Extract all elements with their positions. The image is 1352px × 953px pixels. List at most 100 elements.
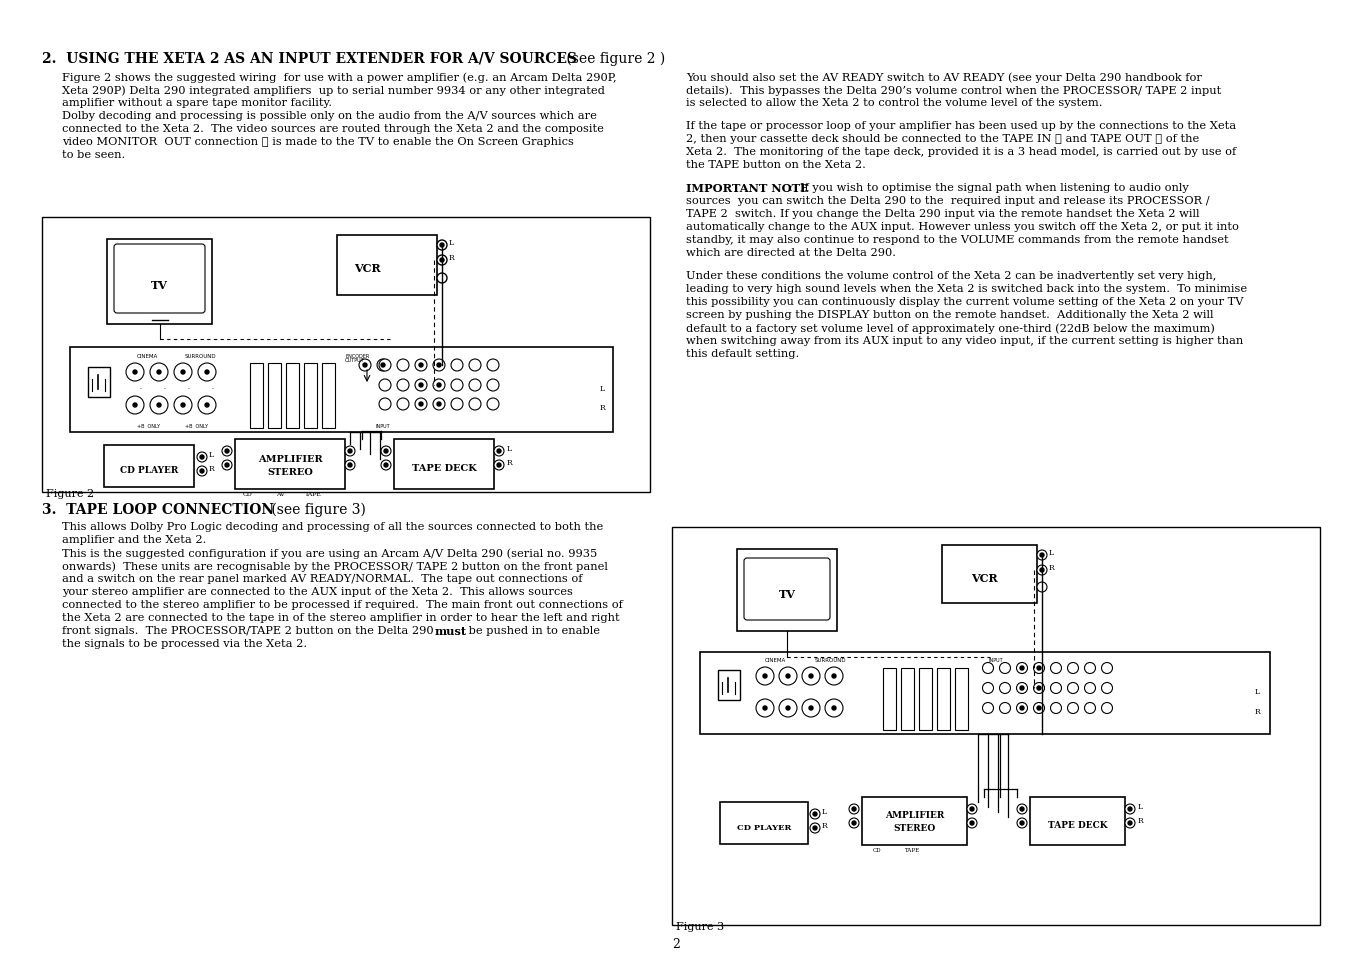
Text: TAPE: TAPE <box>904 847 919 852</box>
Bar <box>287 364 299 429</box>
Circle shape <box>384 450 388 454</box>
Circle shape <box>498 463 502 468</box>
Circle shape <box>999 682 1010 694</box>
Circle shape <box>849 818 859 828</box>
Circle shape <box>397 359 410 372</box>
Text: This is the suggested configuration if you are using an Arcam A/V Delta 290 (ser: This is the suggested configuration if y… <box>62 547 598 558</box>
Circle shape <box>150 396 168 415</box>
Bar <box>937 668 950 730</box>
Circle shape <box>1051 702 1061 714</box>
Circle shape <box>1033 682 1045 694</box>
Circle shape <box>200 470 204 474</box>
Circle shape <box>786 675 790 679</box>
Circle shape <box>1017 818 1028 828</box>
Text: details).  This bypasses the Delta 290’s volume control when the PROCESSOR/ TAPE: details). This bypasses the Delta 290’s … <box>685 85 1221 95</box>
Text: must: must <box>435 625 468 637</box>
Circle shape <box>415 379 427 392</box>
Text: automatically change to the AUX input. However unless you switch off the Xeta 2,: automatically change to the AUX input. H… <box>685 222 1238 232</box>
Circle shape <box>967 804 977 814</box>
Circle shape <box>1084 702 1095 714</box>
Circle shape <box>437 402 441 407</box>
Circle shape <box>437 384 441 388</box>
Circle shape <box>1037 565 1046 576</box>
Text: CINEMA: CINEMA <box>137 354 158 358</box>
Text: connected to the stereo amplifier to be processed if required.  The main front o: connected to the stereo amplifier to be … <box>62 599 623 609</box>
Circle shape <box>362 364 366 368</box>
Bar <box>250 364 264 429</box>
Circle shape <box>493 447 504 456</box>
Bar <box>235 439 345 490</box>
Circle shape <box>437 255 448 266</box>
Circle shape <box>1068 662 1079 674</box>
Circle shape <box>852 807 856 811</box>
Circle shape <box>206 403 210 408</box>
Circle shape <box>433 379 445 392</box>
Bar <box>942 545 1037 603</box>
Circle shape <box>381 364 385 368</box>
Text: the Xeta 2 are connected to the tape in of the stereo amplifier in order to hear: the Xeta 2 are connected to the tape in … <box>62 613 619 622</box>
Text: L: L <box>210 451 214 458</box>
Text: L: L <box>507 444 512 453</box>
Text: R: R <box>210 464 215 473</box>
Circle shape <box>756 667 773 685</box>
Circle shape <box>967 818 977 828</box>
Circle shape <box>763 706 767 710</box>
Circle shape <box>1019 821 1023 825</box>
Bar <box>42 218 650 493</box>
Text: TAPE: TAPE <box>304 492 322 497</box>
Circle shape <box>437 364 441 368</box>
Circle shape <box>157 403 161 408</box>
Circle shape <box>1102 662 1113 674</box>
Circle shape <box>849 804 859 814</box>
Circle shape <box>174 396 192 415</box>
Text: TAPE 2  switch. If you change the Delta 290 input via the remote handset the Xet: TAPE 2 switch. If you change the Delta 2… <box>685 209 1199 219</box>
Text: +B  ONLY: +B ONLY <box>185 424 208 429</box>
Text: to be seen.: to be seen. <box>62 150 126 160</box>
Circle shape <box>1084 662 1095 674</box>
Circle shape <box>802 700 821 718</box>
Circle shape <box>763 675 767 679</box>
Text: connected to the Xeta 2.  The video sources are routed through the Xeta 2 and th: connected to the Xeta 2. The video sourc… <box>62 124 604 133</box>
Text: STEREO: STEREO <box>268 468 312 477</box>
Circle shape <box>1017 662 1028 674</box>
Circle shape <box>150 364 168 381</box>
Text: This allows Dolby Pro Logic decoding and processing of all the sources connected: This allows Dolby Pro Logic decoding and… <box>62 521 603 532</box>
Circle shape <box>379 379 391 392</box>
Circle shape <box>381 447 391 456</box>
Circle shape <box>222 447 233 456</box>
Text: front signals.  The PROCESSOR/TAPE 2 button on the Delta 290: front signals. The PROCESSOR/TAPE 2 butt… <box>62 625 437 636</box>
Text: the signals to be processed via the Xeta 2.: the signals to be processed via the Xeta… <box>62 639 307 648</box>
Circle shape <box>379 398 391 411</box>
Text: be pushed in to enable: be pushed in to enable <box>465 625 600 636</box>
Text: -: - <box>188 386 191 391</box>
Text: INPUT: INPUT <box>988 657 1003 661</box>
Text: screen by pushing the DISPLAY button on the remote handset.  Additionally the Xe: screen by pushing the DISPLAY button on … <box>685 310 1214 319</box>
Circle shape <box>969 807 973 811</box>
Circle shape <box>377 359 389 372</box>
Circle shape <box>1040 568 1044 573</box>
Text: 2: 2 <box>672 937 680 950</box>
Text: R: R <box>449 253 454 262</box>
Circle shape <box>1019 666 1023 670</box>
Circle shape <box>1019 706 1023 710</box>
Circle shape <box>1037 666 1041 670</box>
Circle shape <box>437 274 448 284</box>
Circle shape <box>999 662 1010 674</box>
Text: L: L <box>449 239 454 247</box>
Text: CD PLAYER: CD PLAYER <box>737 823 791 831</box>
Text: the TAPE button on the Xeta 2.: the TAPE button on the Xeta 2. <box>685 160 865 170</box>
Text: R: R <box>1138 816 1144 824</box>
Circle shape <box>132 403 137 408</box>
Text: AMPLIFIER: AMPLIFIER <box>884 811 944 820</box>
Circle shape <box>1051 662 1061 674</box>
Circle shape <box>469 359 481 372</box>
Bar <box>304 364 316 429</box>
Circle shape <box>224 463 228 468</box>
Bar <box>672 527 1320 925</box>
Circle shape <box>808 675 813 679</box>
Circle shape <box>493 460 504 471</box>
Text: AMPLIFIER: AMPLIFIER <box>258 455 322 464</box>
Circle shape <box>1051 682 1061 694</box>
Text: 2.  USING THE XETA 2 AS AN INPUT EXTENDER FOR A/V SOURCES: 2. USING THE XETA 2 AS AN INPUT EXTENDER… <box>42 52 577 66</box>
Text: this default setting.: this default setting. <box>685 349 799 358</box>
